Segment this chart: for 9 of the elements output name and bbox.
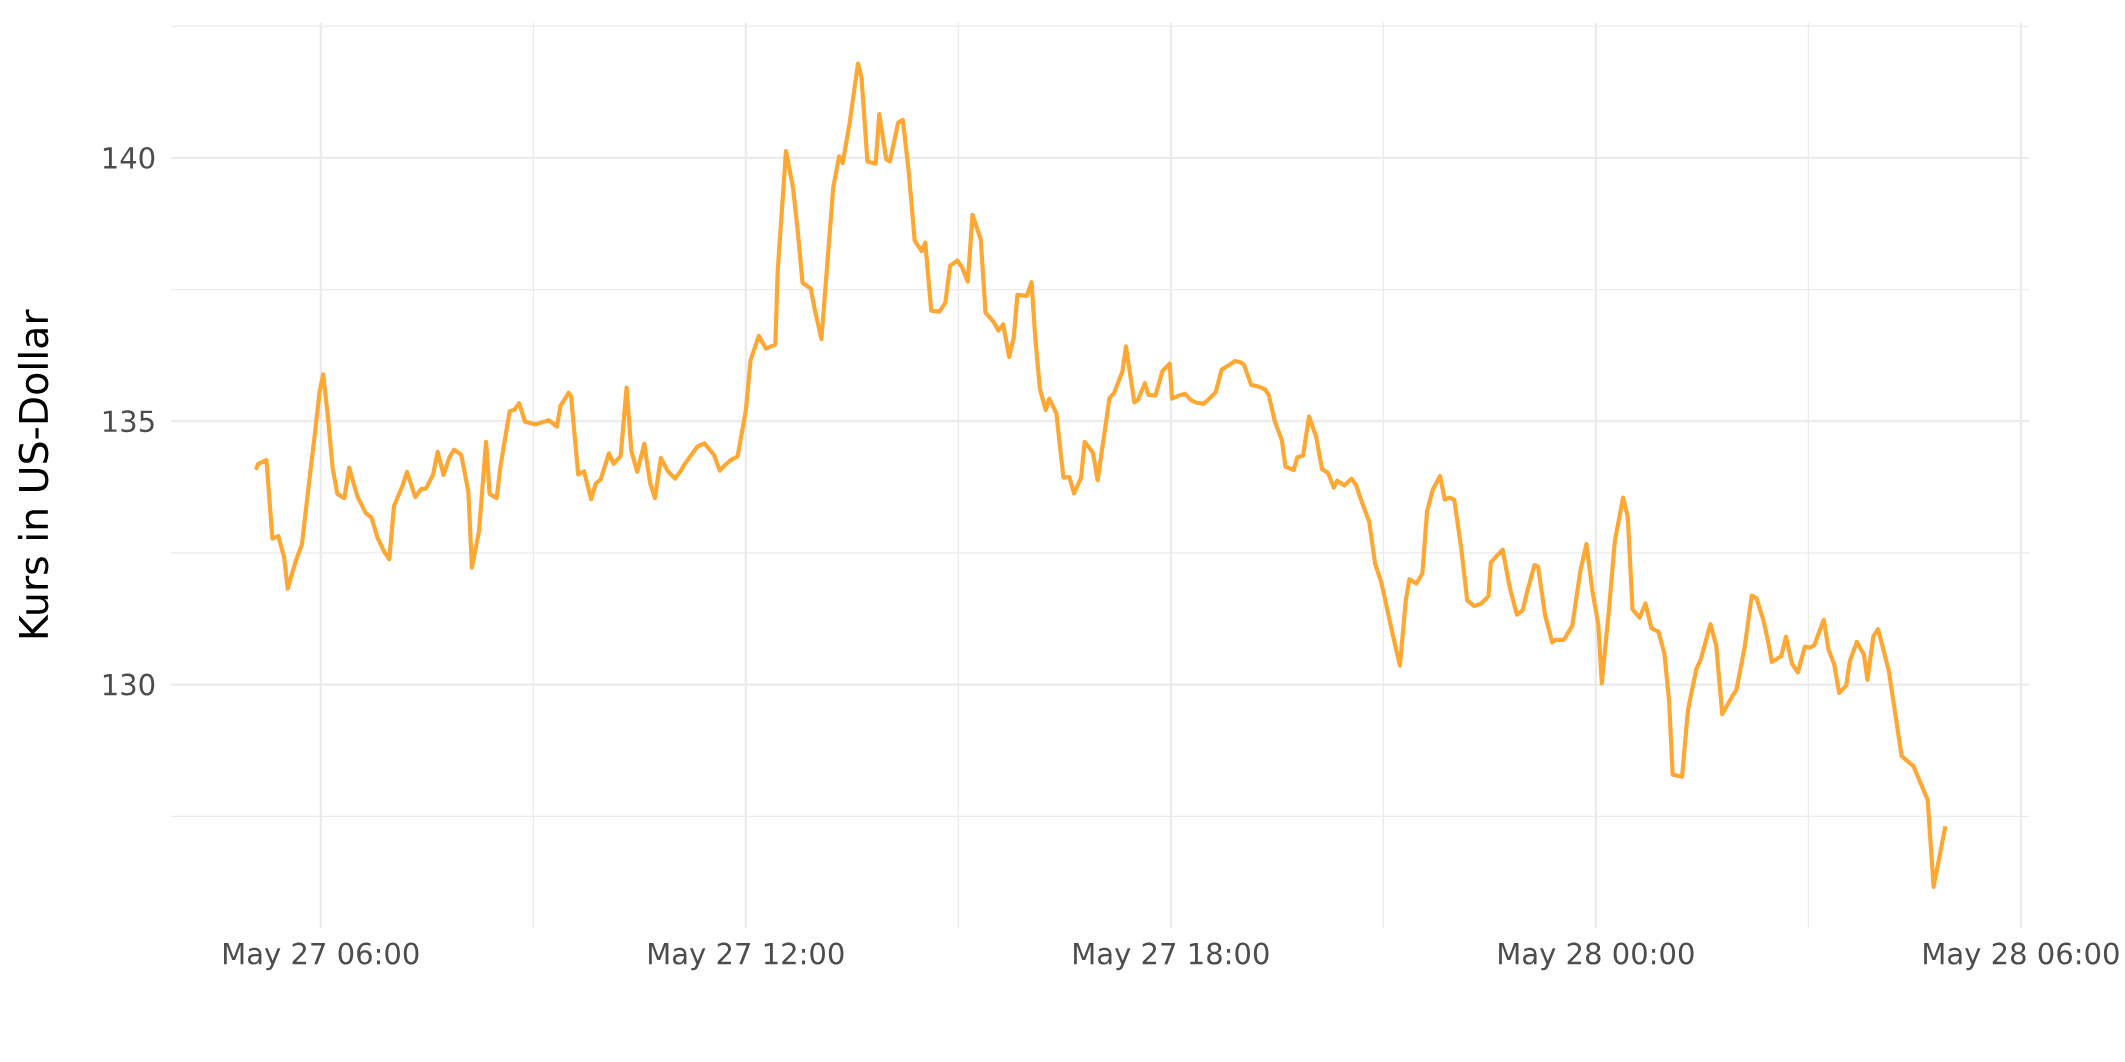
x-tick-label: May 28 00:00 [1499,942,1694,971]
x-tick-label: May 28 06:00 [1924,942,2119,971]
x-tick-label: May 27 12:00 [649,942,844,971]
x-tick-label: May 27 06:00 [224,942,419,971]
y-axis-title: Kurs in US-Dollar [17,309,49,638]
y-tick-label: 135 [103,410,154,433]
x-tick-label: May 27 18:00 [1074,942,1269,971]
y-tick-label: 140 [103,146,155,169]
y-tick-label: 130 [103,673,155,696]
